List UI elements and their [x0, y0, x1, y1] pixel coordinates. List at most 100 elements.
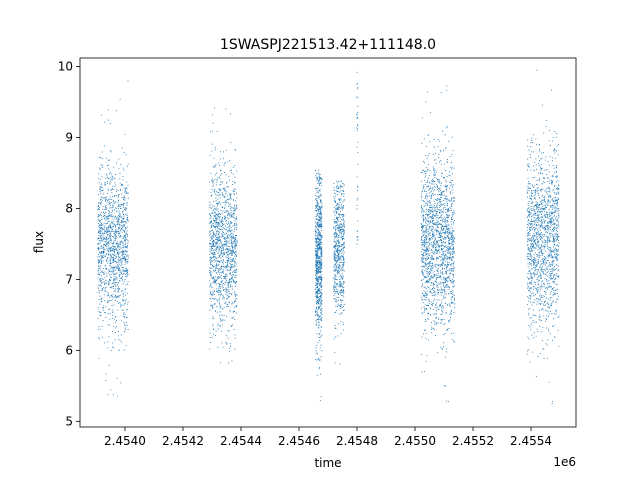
data-point [98, 260, 100, 262]
data-point [118, 204, 120, 206]
data-point [217, 269, 219, 271]
data-point [230, 169, 232, 171]
data-point [127, 255, 129, 257]
data-point [215, 226, 217, 228]
data-point [211, 246, 213, 247]
data-point [228, 362, 230, 364]
data-point [210, 203, 212, 205]
data-point [117, 252, 119, 254]
data-point [108, 279, 110, 281]
data-point [446, 267, 447, 269]
data-point [343, 183, 345, 185]
data-point [343, 190, 345, 192]
data-point [335, 228, 337, 230]
data-point [447, 199, 449, 201]
data-point [225, 200, 227, 202]
data-point [320, 285, 322, 287]
data-point [321, 218, 323, 220]
data-point [210, 270, 212, 272]
data-point [320, 227, 322, 229]
data-point [221, 226, 222, 227]
data-point [318, 225, 320, 227]
data-point [122, 283, 124, 285]
data-point [126, 262, 128, 264]
data-point [104, 264, 106, 266]
data-point [214, 149, 216, 151]
data-point [334, 293, 336, 295]
data-point [337, 191, 339, 193]
data-point [318, 232, 320, 234]
data-point [109, 297, 111, 299]
data-point [210, 243, 212, 245]
data-point [122, 179, 124, 181]
data-point [117, 264, 119, 266]
data-point [230, 196, 232, 198]
data-point [228, 213, 230, 215]
data-point [424, 281, 426, 283]
data-point [337, 289, 339, 291]
data-point [221, 265, 223, 267]
data-point [122, 247, 124, 249]
data-point [225, 221, 227, 222]
data-point [335, 257, 337, 258]
data-point [357, 124, 359, 126]
data-point [320, 235, 322, 237]
data-point [429, 278, 431, 280]
data-point [109, 313, 111, 315]
data-point [429, 169, 431, 171]
data-point [125, 233, 127, 235]
data-point [336, 300, 338, 302]
data-point [215, 272, 217, 274]
data-point [432, 218, 434, 220]
data-point [99, 284, 101, 286]
data-point [100, 244, 102, 246]
data-point [221, 252, 223, 254]
data-point [213, 266, 215, 268]
data-point [231, 222, 233, 224]
data-point [222, 266, 224, 268]
data-point [107, 215, 109, 217]
data-point [319, 253, 321, 255]
data-point [114, 178, 116, 180]
data-point [423, 311, 425, 313]
data-point [234, 272, 236, 273]
data-point [107, 225, 109, 227]
data-point [114, 235, 116, 237]
data-point [333, 255, 335, 257]
data-point [426, 281, 427, 283]
data-point [436, 185, 438, 187]
data-point [452, 213, 454, 215]
data-point [427, 248, 429, 250]
data-point [335, 236, 337, 237]
data-point [126, 230, 128, 232]
data-point [317, 319, 319, 320]
data-point [321, 177, 323, 179]
data-point [114, 283, 116, 285]
data-point [127, 270, 129, 272]
data-point [315, 254, 317, 256]
data-point [442, 218, 444, 220]
data-point [449, 255, 451, 257]
data-point [319, 284, 321, 286]
data-point [112, 215, 114, 217]
data-point [103, 244, 104, 246]
data-point [338, 226, 340, 228]
data-point [112, 206, 114, 208]
data-point [219, 276, 221, 278]
data-point [447, 250, 449, 252]
data-point [124, 191, 126, 193]
data-point [228, 301, 230, 303]
data-point [218, 256, 220, 258]
data-point [431, 194, 432, 196]
data-point [317, 261, 319, 263]
data-point [224, 196, 226, 198]
data-point [342, 216, 344, 218]
data-point [422, 235, 424, 236]
data-point [114, 185, 116, 187]
data-point [315, 268, 317, 269]
data-point [217, 245, 219, 247]
data-points [97, 69, 560, 405]
data-point [337, 251, 339, 253]
data-point [429, 271, 431, 273]
data-point [214, 246, 215, 248]
